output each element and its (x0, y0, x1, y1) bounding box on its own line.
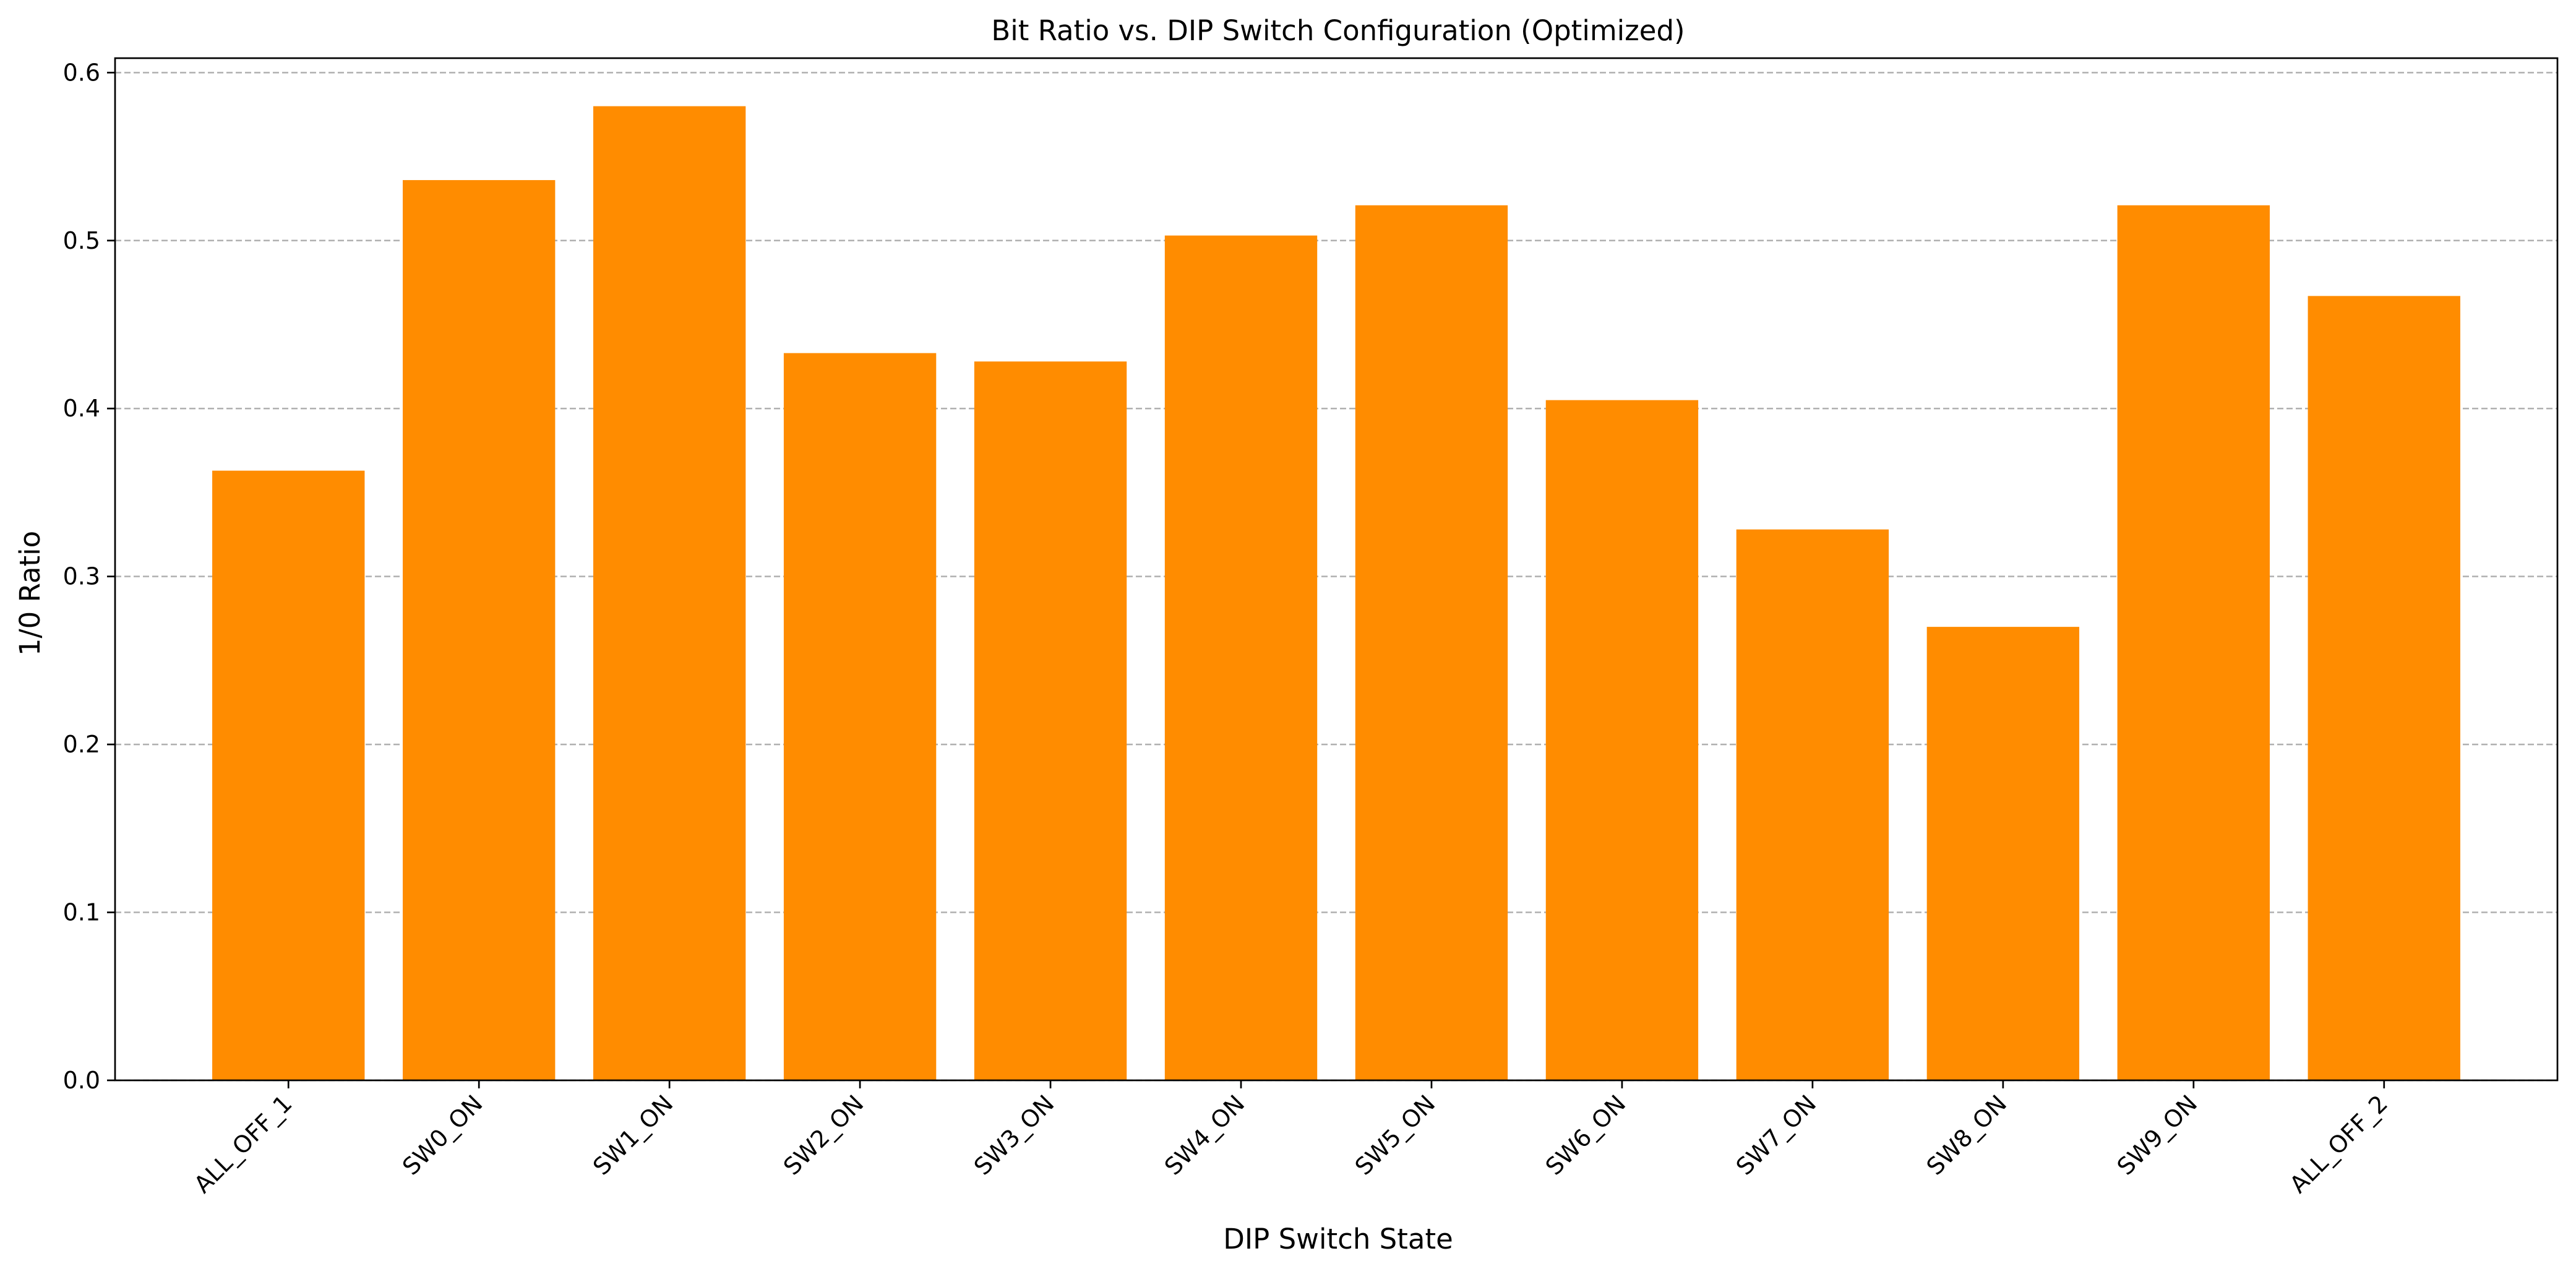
x-tick-label: SW0_ON (397, 1090, 488, 1181)
bar-all-off-1 (212, 470, 365, 1080)
x-tick-label: SW7_ON (1731, 1090, 1822, 1181)
x-tick-label: SW1_ON (588, 1090, 679, 1181)
bar-sw0-on (403, 180, 556, 1080)
x-tick-label: SW8_ON (1921, 1090, 2012, 1181)
bar-sw6-on (1545, 400, 1699, 1080)
bar-sw9-on (2117, 205, 2270, 1081)
y-tick-label: 0.3 (63, 563, 100, 590)
x-tick-label: SW3_ON (969, 1090, 1060, 1181)
bar-sw5-on (1355, 205, 1508, 1081)
y-tick-label: 0.4 (63, 395, 100, 422)
bar-sw2-on (783, 353, 937, 1080)
y-tick-label: 0.1 (63, 899, 100, 926)
y-axis-label: 1/0 Ratio (14, 531, 46, 656)
y-axis: 0.0 0.1 0.2 0.3 0.4 0.5 0.6 (63, 59, 115, 1094)
bar-sw8-on (1926, 627, 2080, 1080)
chart-title: Bit Ratio vs. DIP Switch Configuration (… (991, 14, 1685, 47)
y-tick-label: 0.2 (63, 731, 100, 758)
x-axis-label: DIP Switch State (1223, 1223, 1453, 1255)
x-tick-label: SW6_ON (1540, 1090, 1631, 1181)
bar-all-off-2 (2308, 296, 2460, 1080)
y-tick-label: 0.5 (63, 227, 100, 254)
x-tick-label: SW4_ON (1159, 1090, 1250, 1181)
bar-sw3-on (974, 361, 1127, 1080)
bar-sw4-on (1164, 235, 1318, 1080)
bars (212, 106, 2460, 1081)
y-tick-label: 0.6 (63, 59, 100, 86)
x-tick-label: ALL_OFF_2 (2285, 1090, 2393, 1198)
x-tick-label: SW9_ON (2112, 1090, 2203, 1181)
y-tick-label: 0.0 (63, 1067, 100, 1094)
bar-sw7-on (1736, 529, 1889, 1080)
plot-frame (114, 57, 2559, 1082)
x-tick-label: SW5_ON (1350, 1090, 1441, 1181)
x-tick-label: SW2_ON (778, 1090, 869, 1181)
x-axis: ALL_OFF_1 SW0_ON SW1_ON SW2_ON SW3_ON SW4_ON S… (189, 1080, 2393, 1199)
bar-sw1-on (593, 106, 746, 1081)
x-tick-label: ALL_OFF_1 (189, 1090, 297, 1198)
